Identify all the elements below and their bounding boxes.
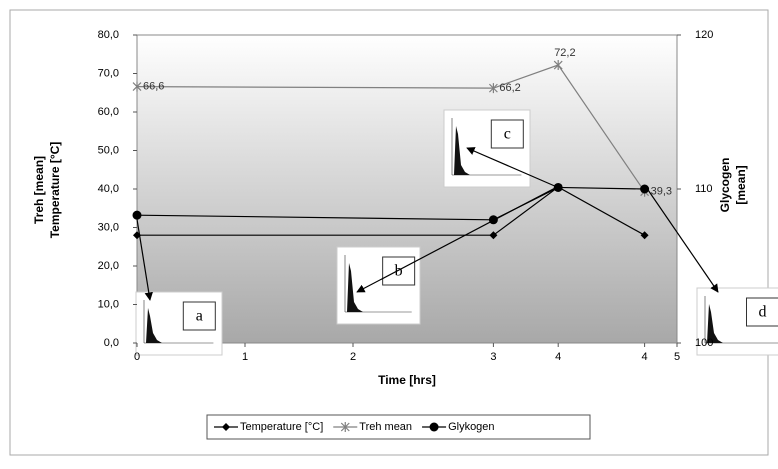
x-tick-label: 2 — [350, 351, 356, 363]
marker — [133, 211, 142, 220]
x-tick-label: 1 — [242, 351, 248, 363]
y-tick-label: 50,0 — [98, 144, 119, 156]
marker — [640, 185, 649, 194]
y-tick-label: 80,0 — [98, 29, 119, 41]
y2-tick-label: 100 — [695, 337, 713, 349]
y-axis-title: Treh [mean] — [32, 156, 46, 224]
x-tick-label: 5 — [674, 351, 680, 363]
y-axis-title: Temperature [°C] — [48, 142, 62, 239]
legend-label: Glykogen — [448, 421, 494, 433]
legend-label: Treh mean — [359, 421, 412, 433]
inset-label: c — [504, 126, 511, 143]
x-tick-label: 4 — [642, 351, 648, 363]
y2-tick-label: 110 — [695, 183, 713, 195]
data-label: 66,2 — [499, 82, 520, 94]
y-tick-label: 20,0 — [98, 260, 119, 272]
x-tick-label: 0 — [134, 351, 140, 363]
y2-axis-title: [mean] — [734, 165, 748, 204]
x-axis-title: Time [hrs] — [378, 373, 436, 387]
marker — [489, 215, 498, 224]
inset-label: d — [759, 304, 767, 321]
data-label: 72,2 — [554, 47, 575, 59]
data-label: 66,6 — [143, 80, 164, 92]
y-tick-label: 60,0 — [98, 106, 119, 118]
y-tick-label: 0,0 — [104, 337, 119, 349]
y-tick-label: 10,0 — [98, 298, 119, 310]
x-tick-label: 3 — [490, 351, 496, 363]
x-tick-label: 4 — [555, 351, 561, 363]
y2-tick-label: 120 — [695, 29, 713, 41]
inset-label: a — [196, 308, 203, 325]
data-label: 39,3 — [651, 186, 672, 198]
y-tick-label: 30,0 — [98, 221, 119, 233]
marker — [554, 183, 563, 192]
legend-label: Temperature [°C] — [240, 421, 323, 433]
marker — [430, 423, 439, 432]
chart: abcd Treh [mean] Temperature [°C] Glycog… — [0, 0, 778, 469]
y2-axis-title: Glycogen — [718, 158, 732, 213]
y-tick-label: 70,0 — [98, 67, 119, 79]
y-tick-label: 40,0 — [98, 183, 119, 195]
